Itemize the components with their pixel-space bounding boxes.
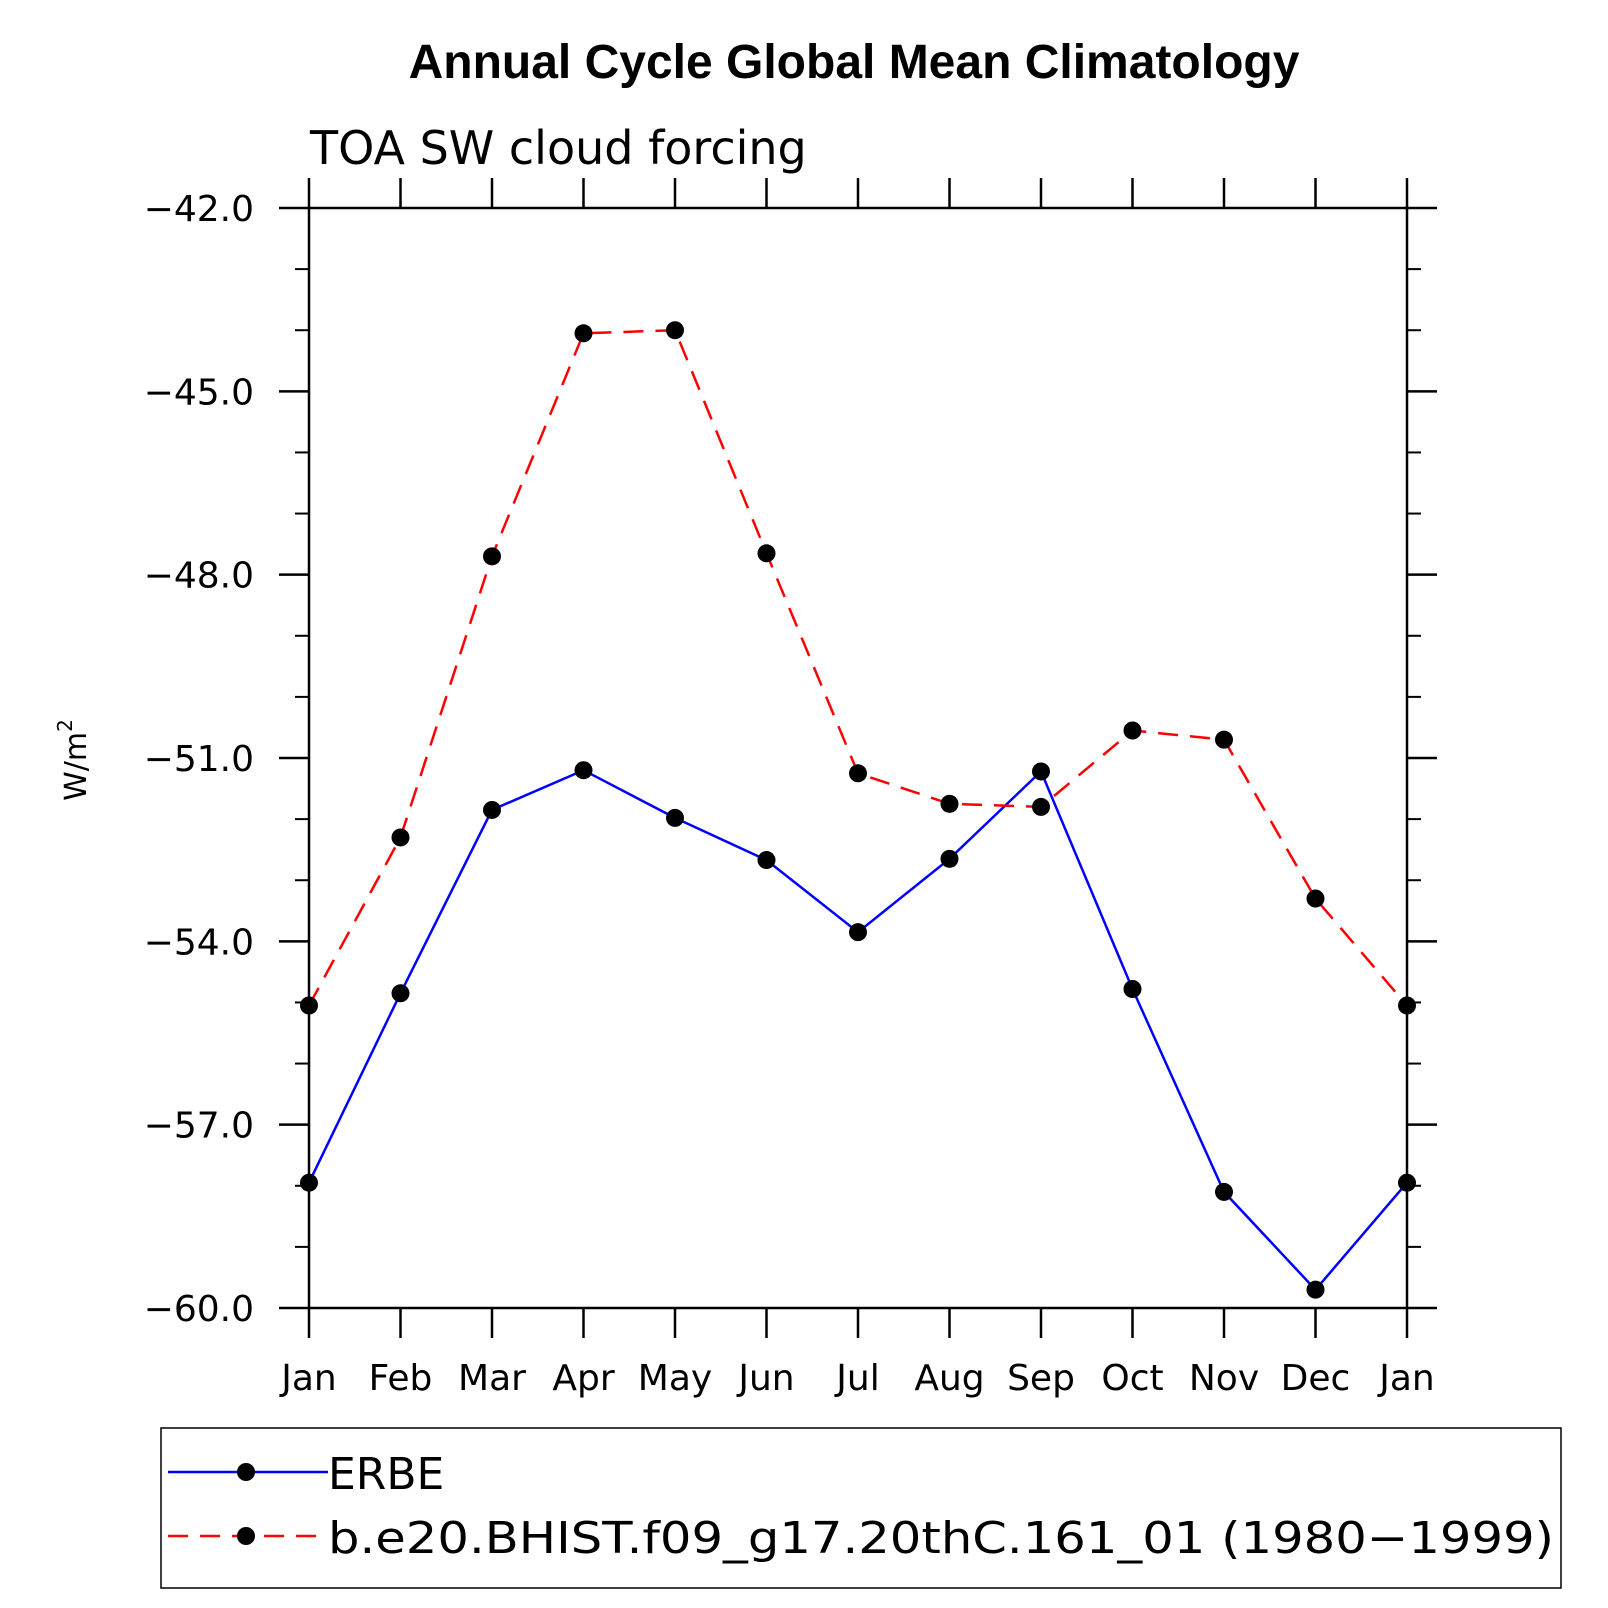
legend: ERBE b.e20.BHIST.f09_g17.20thC.161_01 (1… [160,1427,1562,1589]
data-point-s0-5 [757,851,776,870]
y-tick-label: −60.0 [144,1289,254,1330]
x-tick-labels: Jan Feb Mar Apr May Jun Jul Aug Sep Oct Nov Dec Jan [279,1358,1435,1399]
data-point-s1-6 [849,764,867,783]
x-tick-label: May [638,1358,712,1399]
y-tick-label: −51.0 [144,739,254,780]
data-point-s1-8 [1032,797,1050,816]
x-tick-label: Sep [1007,1358,1075,1399]
legend-marker-model [237,1527,255,1545]
chart-subtitle: TOA SW cloud forcing [309,121,807,175]
legend-label-model: b.e20.BHIST.f09_g17.20thC.161_01 (1980−1… [328,1513,1554,1564]
series-line-0 [307,768,1408,1292]
y-tick-labels: −42.0 −45.0 −48.0 −51.0 −54.0 −57.0 −60.0 [144,189,254,1330]
chart-title: Annual Cycle Global Mean Climatology [409,36,1300,89]
data-point-s1-7 [940,794,959,813]
x-tick-label: Nov [1189,1358,1259,1399]
y-tick-label: −57.0 [144,1106,254,1147]
y-axis-label-superscript: 2 [53,719,77,732]
axis-ticks [279,178,1437,1338]
data-point-s0-7 [940,849,959,868]
x-tick-label: Dec [1281,1358,1351,1399]
data-point-s0-12 [1398,1173,1416,1192]
data-point-s1-1 [391,828,410,847]
x-tick-label: Feb [369,1358,433,1399]
legend-label-erbe: ERBE [328,1449,444,1500]
data-point-s0-10 [1215,1182,1233,1201]
y-axis-label-text: W/m [59,732,94,801]
data-point-s1-0 [300,996,318,1015]
plot-frame [307,206,1409,1310]
svg-text:W/m2: W/m2 [53,719,94,801]
y-tick-label: −42.0 [144,189,254,230]
series-markers [300,321,1416,1299]
legend-marker-erbe [237,1463,255,1481]
data-point-s0-0 [300,1173,318,1192]
x-tick-label: Mar [458,1358,526,1399]
data-point-s0-2 [483,800,501,819]
x-tick-label: Jun [736,1358,794,1399]
data-point-s1-2 [483,547,501,566]
y-axis-label: W/m2 [53,719,94,801]
data-point-s0-9 [1123,980,1142,998]
data-point-s1-3 [574,324,593,343]
data-point-s0-8 [1032,762,1050,781]
data-point-s0-6 [849,923,867,942]
data-point-s1-4 [666,321,684,340]
data-point-s0-1 [391,984,410,1003]
data-point-s0-4 [666,808,684,827]
x-tick-label: Jan [279,1358,337,1399]
series-lines [307,328,1408,1292]
data-point-s1-10 [1215,730,1233,749]
legend-box [160,1427,1562,1589]
x-tick-label: Aug [914,1358,984,1399]
x-tick-label: Oct [1101,1358,1163,1399]
series-line-1 [307,328,1408,1007]
x-tick-label: Jul [834,1358,879,1399]
y-tick-label: −54.0 [144,922,254,963]
y-tick-label: −48.0 [144,556,254,597]
data-point-s0-11 [1306,1280,1325,1299]
x-tick-label: Apr [552,1358,614,1399]
data-point-s1-11 [1306,889,1325,908]
data-point-s1-12 [1398,996,1416,1015]
data-point-s0-3 [574,761,593,780]
y-tick-label: −45.0 [144,372,254,413]
data-point-s1-5 [757,544,776,563]
x-tick-label: Jan [1377,1358,1435,1399]
data-point-s1-9 [1123,721,1142,740]
